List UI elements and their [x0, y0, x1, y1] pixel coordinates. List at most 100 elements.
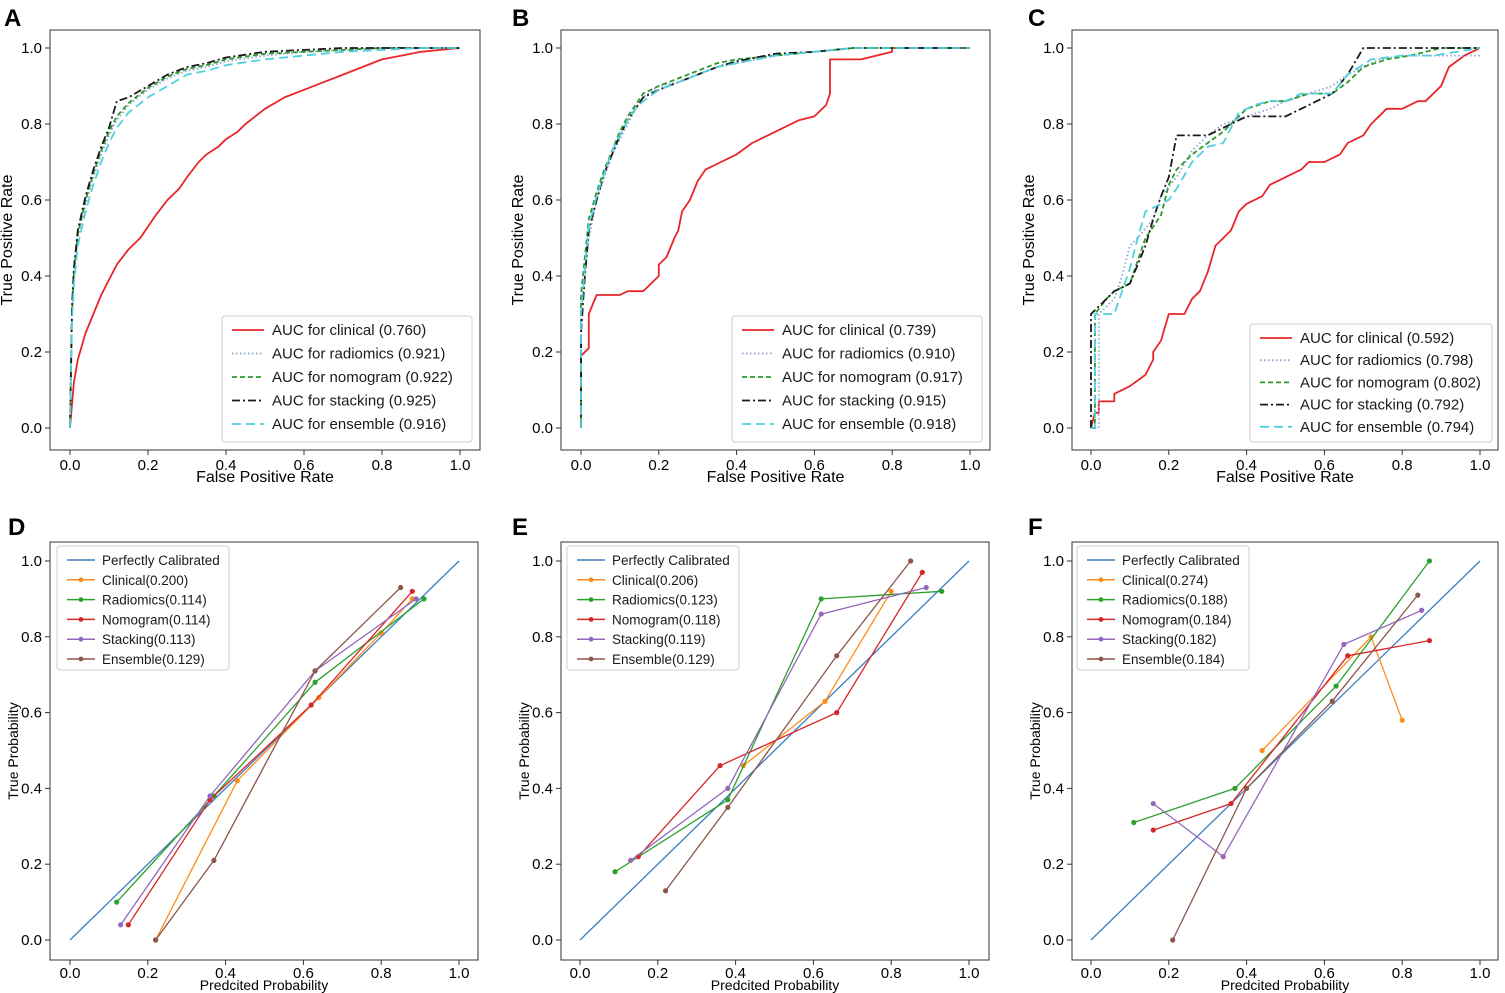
- legend-marker: [78, 636, 84, 642]
- x-tick-label: 0.0: [1081, 457, 1102, 474]
- x-tick-label: 0.6: [1314, 965, 1335, 982]
- y-tick-label: 0.4: [1043, 780, 1064, 797]
- x-tick-label: 0.2: [137, 965, 158, 982]
- x-axis-label: False Positive Rate: [196, 469, 334, 486]
- series-line-radiomics: [614, 590, 942, 873]
- data-point: [1333, 683, 1339, 689]
- x-tick-label: 0.0: [60, 965, 81, 982]
- y-tick-label: 0.8: [21, 629, 42, 646]
- x-tick-label: 0.0: [570, 965, 591, 982]
- data-point: [207, 793, 213, 799]
- x-tick-label: 0.8: [372, 457, 393, 474]
- data-point: [378, 630, 384, 636]
- data-point: [1419, 607, 1425, 613]
- series-line-auc-4: [69, 47, 460, 429]
- legend-label: Radiomics(0.188): [1122, 593, 1228, 608]
- data-point: [725, 797, 731, 803]
- x-tick-label: 0.2: [138, 457, 159, 474]
- y-tick-label: 1.0: [1043, 553, 1064, 570]
- data-point: [1329, 698, 1335, 704]
- data-point: [662, 888, 669, 894]
- data-point: [316, 694, 322, 701]
- data-point: [725, 785, 731, 792]
- y-tick-label: 1.0: [532, 553, 553, 570]
- legend-label: AUC for radiomics (0.798): [1300, 352, 1473, 369]
- data-point: [125, 922, 131, 928]
- legend-label: Clinical(0.200): [102, 573, 188, 588]
- legend-label: AUC for radiomics (0.921): [272, 346, 445, 363]
- y-axis-label: True Probability: [1027, 702, 1043, 800]
- x-tick-label: 0.0: [60, 457, 81, 474]
- y-tick-label: 1.0: [21, 553, 42, 570]
- legend-box: [566, 545, 740, 671]
- data-point: [1150, 827, 1156, 833]
- data-point: [312, 679, 318, 685]
- data-point: [923, 584, 929, 591]
- data-point: [152, 937, 159, 943]
- x-tick-label: 0.2: [1158, 457, 1179, 474]
- plot-frame: [560, 541, 990, 961]
- legend-label: Perfectly Calibrated: [102, 553, 220, 568]
- legend-label: AUC for radiomics (0.910): [782, 346, 955, 363]
- data-point: [818, 596, 824, 602]
- data-point: [1170, 937, 1176, 943]
- plot-frame: [1071, 541, 1499, 961]
- y-tick-label: 0.0: [21, 932, 42, 949]
- series-line-ensemble: [155, 587, 402, 941]
- y-tick-label: 0.0: [21, 420, 42, 437]
- data-point: [211, 857, 217, 864]
- y-tick-label: 0.2: [21, 344, 42, 361]
- x-tick-label: 0.0: [571, 457, 592, 474]
- data-point: [1341, 641, 1347, 647]
- y-tick-label: 0.8: [532, 629, 553, 646]
- y-tick-label: 0.0: [532, 420, 553, 437]
- x-axis-label: Predcited Probability: [711, 977, 839, 993]
- legend-label: AUC for stacking (0.925): [272, 393, 436, 410]
- panel-e: E 0.0 0.2 0.4 0.6 0.8 1.0 0.0 0.2 0.4 0.6 0.8 1.0 Pre…: [512, 514, 990, 993]
- y-tick-label: 0.4: [1043, 268, 1064, 285]
- data-point: [939, 588, 945, 594]
- data-point: [398, 584, 404, 591]
- x-tick-label: 0.8: [371, 965, 392, 982]
- series-line-auc-4: [1091, 47, 1481, 429]
- data-point: [308, 702, 314, 708]
- data-point: [1244, 785, 1250, 792]
- x-tick-label: 1.0: [960, 457, 981, 474]
- legend-box: [221, 315, 473, 443]
- legend-marker: [1098, 597, 1104, 602]
- data-point: [409, 588, 415, 594]
- y-tick-label: 0.2: [1043, 344, 1064, 361]
- data-point: [1131, 819, 1137, 826]
- x-tick-label: 0.8: [881, 965, 902, 982]
- x-tick-label: 1.0: [449, 965, 470, 982]
- y-tick-label: 1.0: [1043, 40, 1064, 57]
- panel-letter: F: [1028, 514, 1043, 541]
- x-tick-label: 0.4: [216, 457, 237, 474]
- series-line-auc-1: [1091, 54, 1480, 429]
- y-tick-label: 0.4: [21, 780, 42, 797]
- data-point: [413, 596, 419, 602]
- legend-label: AUC for clinical (0.739): [782, 322, 936, 339]
- plot-frame: [49, 29, 481, 451]
- data-point: [1232, 785, 1238, 792]
- legend-label: AUC for nomogram (0.922): [272, 369, 453, 386]
- series-line-auc-3: [1090, 47, 1480, 428]
- legend-label: AUC for nomogram (0.802): [1300, 374, 1481, 391]
- data-point: [1426, 637, 1433, 644]
- legend-label: AUC for ensemble (0.794): [1300, 419, 1474, 436]
- x-axis-label: Predcited Probability: [200, 977, 328, 993]
- panel-letter: E: [512, 514, 528, 541]
- y-axis-label: True Positive Rate: [0, 174, 16, 305]
- data-point: [919, 569, 925, 575]
- x-tick-label: 0.2: [1158, 965, 1179, 982]
- data-point: [1426, 558, 1433, 564]
- x-tick-label: 0.6: [803, 965, 824, 982]
- x-tick-label: 0.4: [726, 457, 747, 474]
- data-point: [1220, 854, 1226, 860]
- x-tick-label: 1.0: [1470, 457, 1491, 474]
- x-tick-label: 0.6: [293, 965, 314, 982]
- data-point: [1345, 653, 1351, 659]
- data-point: [117, 922, 124, 928]
- data-point: [717, 763, 723, 769]
- data-point: [1399, 717, 1405, 723]
